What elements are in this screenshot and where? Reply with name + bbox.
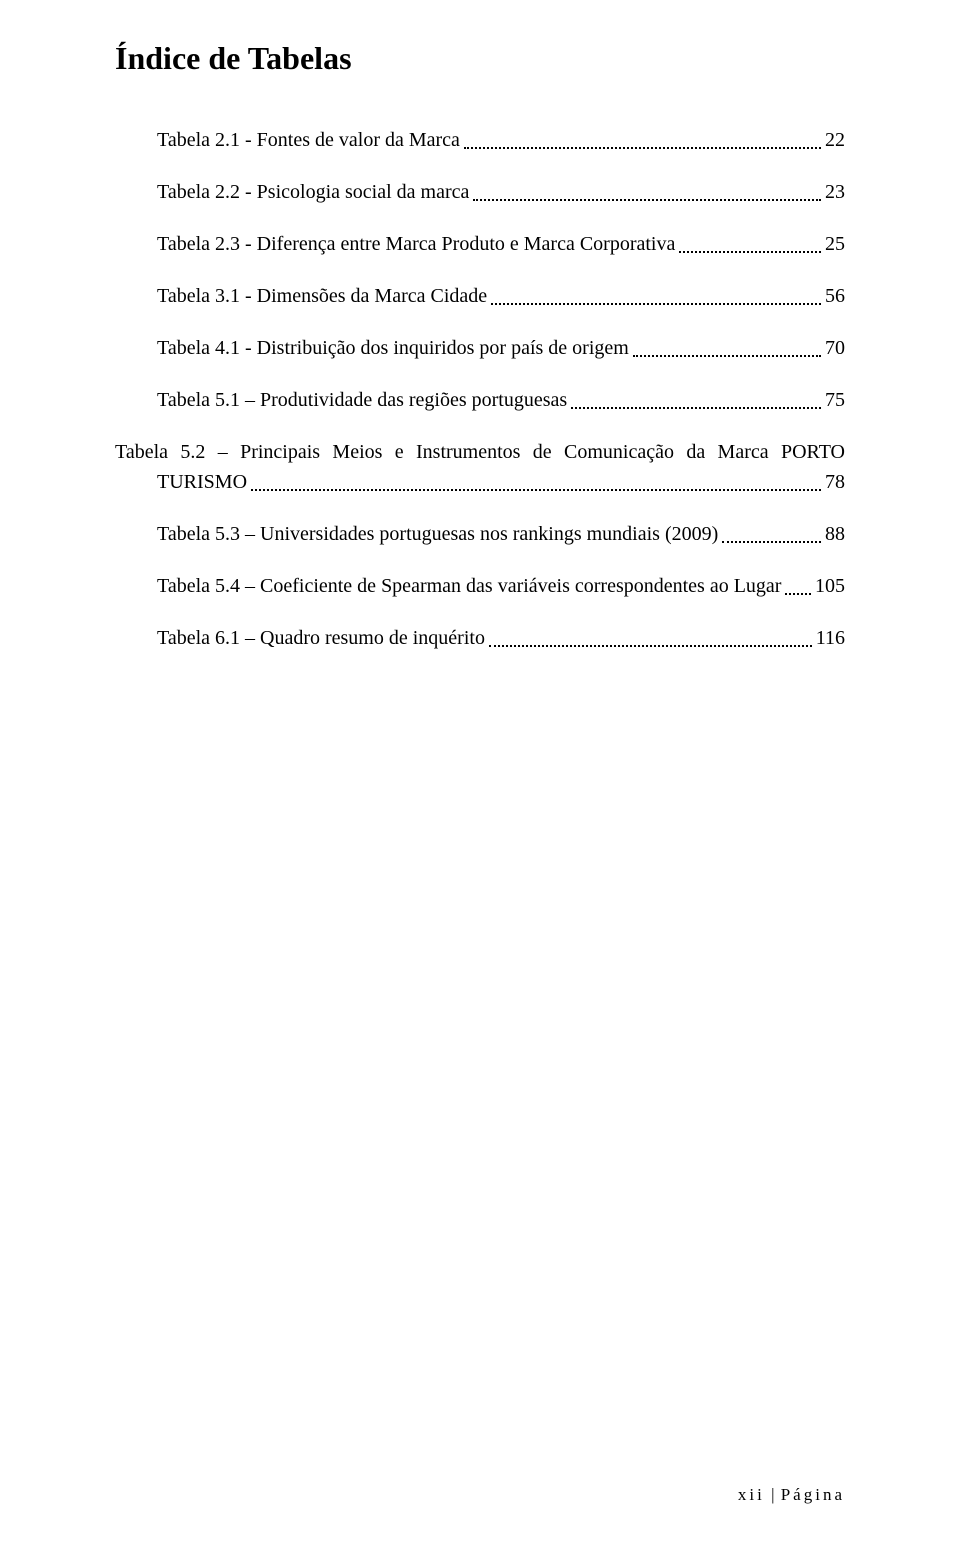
toc-entry-page: 78 [825, 467, 845, 497]
toc-entry-page: 75 [825, 385, 845, 415]
toc-entry-label: Tabela 3.1 - Dimensões da Marca Cidade [157, 281, 487, 311]
toc-entry-page: 116 [816, 623, 845, 653]
toc-leader-dots [473, 199, 821, 201]
toc-entry-label: Tabela 2.3 - Diferença entre Marca Produ… [157, 229, 675, 259]
toc-entry-page: 70 [825, 333, 845, 363]
toc-leader-dots [785, 593, 811, 595]
footer-roman: xii [738, 1485, 765, 1504]
footer-label: Página [781, 1485, 845, 1504]
toc-entry-label: Tabela 5.4 – Coeficiente de Spearman das… [157, 571, 781, 601]
toc-entry-page: 22 [825, 125, 845, 155]
toc-entry-label: Tabela 5.2 – Principais Meios e Instrume… [115, 437, 845, 467]
toc-leader-dots [251, 489, 821, 491]
toc-leader-dots [491, 303, 821, 305]
toc-entry-page: 88 [825, 519, 845, 549]
toc-entry: Tabela 5.4 – Coeficiente de Spearman das… [115, 571, 845, 601]
toc-entry-label: Tabela 5.3 – Universidades portuguesas n… [157, 519, 718, 549]
page-footer: xii | Página [738, 1485, 845, 1505]
toc-entry: Tabela 2.2 - Psicologia social da marca … [115, 177, 845, 207]
toc-entry-page: 25 [825, 229, 845, 259]
toc-entry: Tabela 6.1 – Quadro resumo de inquérito … [115, 623, 845, 653]
toc-leader-dots [571, 407, 821, 409]
toc-leader-dots [633, 355, 821, 357]
toc-leader-dots [722, 541, 821, 543]
toc-entry-label: Tabela 5.1 – Produtividade das regiões p… [157, 385, 567, 415]
toc-entry-page: 23 [825, 177, 845, 207]
toc-entry: Tabela 5.1 – Produtividade das regiões p… [115, 385, 845, 415]
page-title: Índice de Tabelas [115, 40, 845, 77]
toc-entry: Tabela 3.1 - Dimensões da Marca Cidade 5… [115, 281, 845, 311]
toc-entry: Tabela 5.3 – Universidades portuguesas n… [115, 519, 845, 549]
toc-leader-dots [464, 147, 821, 149]
toc-entry-label: TURISMO [157, 467, 247, 497]
table-of-contents: Tabela 2.1 - Fontes de valor da Marca 22… [115, 125, 845, 653]
footer-separator: | [767, 1485, 779, 1504]
toc-entry: Tabela 2.3 - Diferença entre Marca Produ… [115, 229, 845, 259]
toc-leader-dots [679, 251, 821, 253]
toc-entry-label: Tabela 2.1 - Fontes de valor da Marca [157, 125, 460, 155]
toc-entry: Tabela 5.2 – Principais Meios e Instrume… [115, 437, 845, 497]
toc-entry-page: 105 [815, 571, 845, 601]
toc-entry-label: Tabela 4.1 - Distribuição dos inquiridos… [157, 333, 629, 363]
toc-entry-label: Tabela 2.2 - Psicologia social da marca [157, 177, 469, 207]
toc-entry: Tabela 4.1 - Distribuição dos inquiridos… [115, 333, 845, 363]
toc-entry: Tabela 2.1 - Fontes de valor da Marca 22 [115, 125, 845, 155]
toc-entry-label: Tabela 6.1 – Quadro resumo de inquérito [157, 623, 485, 653]
toc-entry-page: 56 [825, 281, 845, 311]
toc-leader-dots [489, 645, 812, 647]
toc-entry-line2: TURISMO 78 [115, 467, 845, 497]
